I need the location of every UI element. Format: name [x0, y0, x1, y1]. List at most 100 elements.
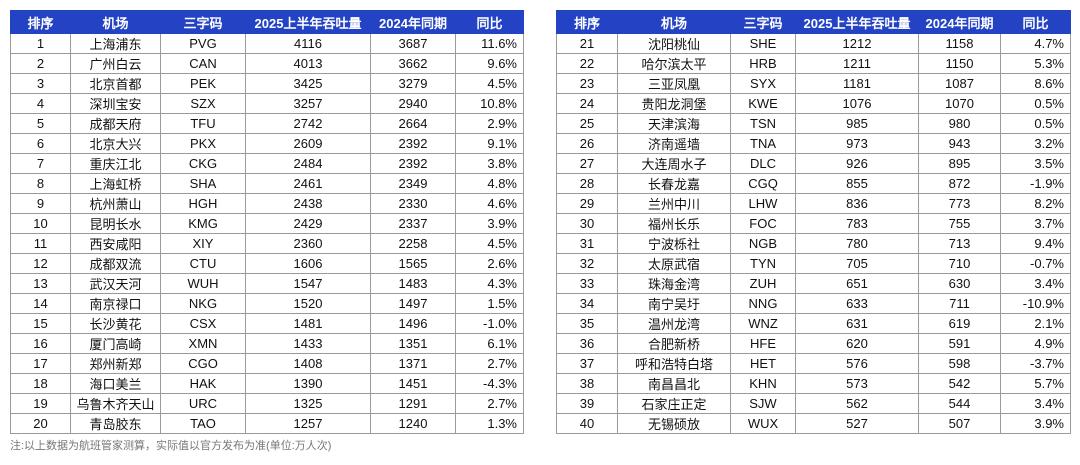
throughput-2024-cell: 619: [918, 313, 1001, 334]
throughput-2024-cell: 1291: [370, 393, 456, 414]
rank-cell: 5: [10, 113, 71, 134]
code-cell: CSX: [160, 313, 246, 334]
airport-cell: 南昌昌北: [617, 373, 731, 394]
throughput-2025h1-cell: 3425: [245, 73, 371, 94]
code-cell: XIY: [160, 233, 246, 254]
code-cell: TAO: [160, 413, 246, 434]
airport-cell: 昆明长水: [70, 213, 161, 234]
throughput-2024-cell: 3662: [370, 53, 456, 74]
throughput-2024-cell: 1158: [918, 33, 1001, 54]
row: 31 宁波栎社 NGB 780 713 9.4%: [556, 233, 1071, 254]
airport-cell: 呼和浩特白塔: [617, 353, 731, 374]
row: 35 温州龙湾 WNZ 631 619 2.1%: [556, 313, 1071, 334]
throughput-2025h1-cell: 562: [795, 393, 919, 414]
yoy-cell: 9.6%: [455, 53, 524, 74]
header-cell: 同比: [1000, 10, 1071, 34]
airport-cell: 长春龙嘉: [617, 173, 731, 194]
airport-cell: 长沙黄花: [70, 313, 161, 334]
header-row: 排序 机场 三字码 2025上半年吞吐量 2024年同期 同比: [556, 10, 1071, 34]
code-cell: SJW: [730, 393, 796, 414]
yoy-cell: 0.5%: [1000, 93, 1071, 114]
airport-cell: 宁波栎社: [617, 233, 731, 254]
yoy-cell: 4.6%: [455, 193, 524, 214]
throughput-2024-cell: 1240: [370, 413, 456, 434]
row: 20 青岛胶东 TAO 1257 1240 1.3%: [10, 413, 524, 434]
header-cell: 三字码: [730, 10, 796, 34]
rank-cell: 3: [10, 73, 71, 94]
code-cell: TFU: [160, 113, 246, 134]
throughput-2024-cell: 1451: [370, 373, 456, 394]
rank-cell: 1: [10, 33, 71, 54]
throughput-2024-cell: 713: [918, 233, 1001, 254]
throughput-2024-cell: 2392: [370, 133, 456, 154]
yoy-cell: 2.7%: [455, 393, 524, 414]
rank-cell: 25: [556, 113, 618, 134]
rank-cell: 18: [10, 373, 71, 394]
airport-cell: 哈尔滨太平: [617, 53, 731, 74]
throughput-2025h1-cell: 1547: [245, 273, 371, 294]
code-cell: SHE: [730, 33, 796, 54]
code-cell: KMG: [160, 213, 246, 234]
yoy-cell: 5.7%: [1000, 373, 1071, 394]
row: 3 北京首都 PEK 3425 3279 4.5%: [10, 73, 524, 94]
throughput-2024-cell: 544: [918, 393, 1001, 414]
code-cell: CAN: [160, 53, 246, 74]
throughput-2025h1-cell: 631: [795, 313, 919, 334]
throughput-2024-cell: 711: [918, 293, 1001, 314]
throughput-2025h1-cell: 1408: [245, 353, 371, 374]
yoy-cell: 3.9%: [455, 213, 524, 234]
airport-cell: 乌鲁木齐天山: [70, 393, 161, 414]
throughput-2025h1-cell: 783: [795, 213, 919, 234]
rank-cell: 20: [10, 413, 71, 434]
throughput-2025h1-cell: 2438: [245, 193, 371, 214]
throughput-2024-cell: 1351: [370, 333, 456, 354]
throughput-2024-cell: 872: [918, 173, 1001, 194]
throughput-2025h1-cell: 573: [795, 373, 919, 394]
airport-cell: 温州龙湾: [617, 313, 731, 334]
rank-cell: 26: [556, 133, 618, 154]
code-cell: SHA: [160, 173, 246, 194]
throughput-2024-cell: 1496: [370, 313, 456, 334]
throughput-2025h1-cell: 3257: [245, 93, 371, 114]
code-cell: KHN: [730, 373, 796, 394]
row: 25 天津滨海 TSN 985 980 0.5%: [556, 113, 1071, 134]
code-cell: WUX: [730, 413, 796, 434]
throughput-2024-cell: 2392: [370, 153, 456, 174]
table-right: 排序 机场 三字码 2025上半年吞吐量 2024年同期 同比 21 沈阳桃仙 SHE 1212…: [556, 10, 1071, 434]
code-cell: NNG: [730, 293, 796, 314]
airport-cell: 济南遥墙: [617, 133, 731, 154]
throughput-2025h1-cell: 705: [795, 253, 919, 274]
row: 19 乌鲁木齐天山 URC 1325 1291 2.7%: [10, 393, 524, 414]
throughput-2025h1-cell: 926: [795, 153, 919, 174]
airport-cell: 武汉天河: [70, 273, 161, 294]
row: 14 南京禄口 NKG 1520 1497 1.5%: [10, 293, 524, 314]
throughput-2025h1-cell: 780: [795, 233, 919, 254]
code-cell: DLC: [730, 153, 796, 174]
throughput-2024-cell: 895: [918, 153, 1001, 174]
code-cell: CTU: [160, 253, 246, 274]
code-cell: HGH: [160, 193, 246, 214]
yoy-cell: 3.2%: [1000, 133, 1071, 154]
rank-cell: 10: [10, 213, 71, 234]
code-cell: HRB: [730, 53, 796, 74]
code-cell: XMN: [160, 333, 246, 354]
yoy-cell: 3.8%: [455, 153, 524, 174]
row: 23 三亚凤凰 SYX 1181 1087 8.6%: [556, 73, 1071, 94]
rank-cell: 22: [556, 53, 618, 74]
code-cell: TSN: [730, 113, 796, 134]
throughput-2025h1-cell: 2609: [245, 133, 371, 154]
throughput-2025h1-cell: 836: [795, 193, 919, 214]
throughput-2024-cell: 3279: [370, 73, 456, 94]
airport-cell: 青岛胶东: [70, 413, 161, 434]
throughput-2024-cell: 1565: [370, 253, 456, 274]
rank-cell: 31: [556, 233, 618, 254]
row: 13 武汉天河 WUH 1547 1483 4.3%: [10, 273, 524, 294]
airport-cell: 南宁吴圩: [617, 293, 731, 314]
throughput-2024-cell: 943: [918, 133, 1001, 154]
airport-cell: 海口美兰: [70, 373, 161, 394]
yoy-cell: -4.3%: [455, 373, 524, 394]
yoy-cell: 4.5%: [455, 233, 524, 254]
rank-cell: 29: [556, 193, 618, 214]
throughput-2025h1-cell: 2484: [245, 153, 371, 174]
yoy-cell: 2.1%: [1000, 313, 1071, 334]
